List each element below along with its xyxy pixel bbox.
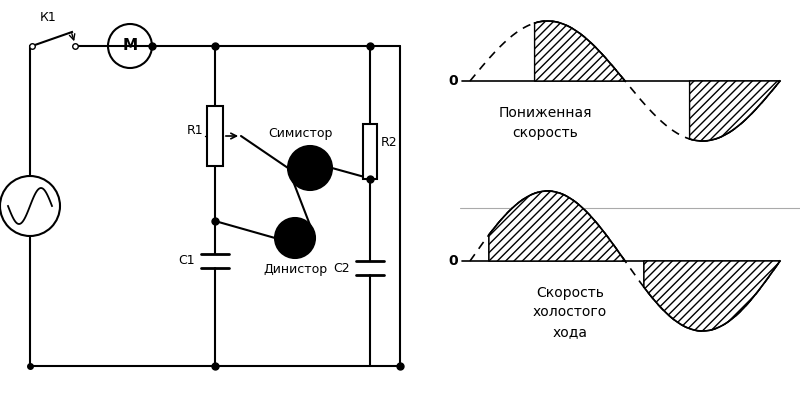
Polygon shape: [286, 229, 299, 247]
Bar: [207, 106, 223, 166]
Text: Симистор: Симистор: [268, 127, 332, 140]
Text: М: М: [122, 39, 138, 54]
Polygon shape: [300, 168, 320, 178]
Polygon shape: [489, 191, 625, 261]
Polygon shape: [534, 21, 625, 81]
Text: Пониженная
скорость: Пониженная скорость: [498, 106, 592, 139]
Text: R1: R1: [186, 124, 203, 138]
Circle shape: [275, 218, 315, 258]
Text: 0: 0: [448, 74, 458, 88]
Text: R2: R2: [381, 136, 398, 149]
Text: Скорость
холостого
хода: Скорость холостого хода: [533, 286, 607, 339]
Text: С2: С2: [334, 262, 350, 275]
Text: Динистор: Динистор: [263, 263, 327, 276]
Polygon shape: [690, 81, 780, 141]
Text: К1: К1: [40, 11, 57, 24]
Circle shape: [288, 146, 332, 190]
Polygon shape: [644, 261, 780, 331]
Polygon shape: [300, 158, 320, 168]
Bar: [363, 124, 377, 178]
Polygon shape: [290, 229, 304, 247]
Text: 0: 0: [448, 254, 458, 268]
Text: С1: С1: [178, 255, 195, 267]
